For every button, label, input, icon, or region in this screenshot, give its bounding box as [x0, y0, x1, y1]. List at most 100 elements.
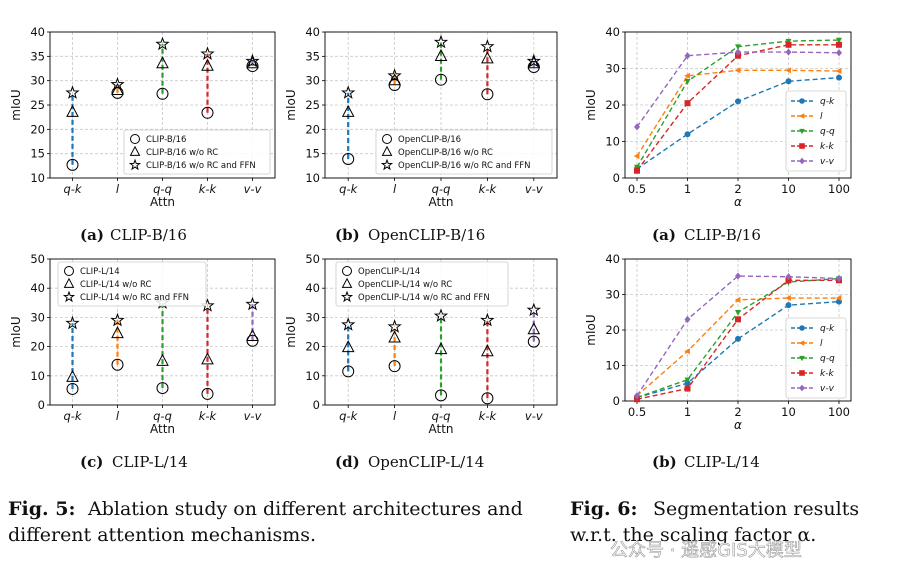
y-tick-label: 10	[305, 369, 320, 383]
point-k-k	[634, 167, 640, 174]
legend-marker-l	[798, 340, 805, 346]
y-axis-label: mIoU	[584, 314, 598, 345]
y-tick-label: 20	[605, 98, 620, 112]
point-star-v-v	[245, 53, 260, 68]
legend-marker-tri	[129, 145, 141, 156]
x-tick-label: l	[393, 182, 397, 196]
legend: OpenCLIP-B/16 OpenCLIP-B/16 w/o RC OpenCLI…	[375, 129, 553, 175]
point-tri-l	[111, 326, 124, 339]
point-circle-l	[388, 360, 401, 373]
legend-marker-v-v	[799, 157, 805, 165]
legend-label: OpenCLIP-B/16 w/o RC	[398, 148, 493, 158]
caption-e: (a) CLIP-B/16	[652, 226, 761, 244]
y-tick-label: 10	[30, 171, 45, 185]
point-l	[835, 295, 842, 302]
legend-label: q-q	[820, 127, 835, 137]
point-k-k	[684, 100, 691, 107]
point-q-k	[785, 78, 792, 85]
point-star-v-v	[526, 302, 541, 317]
point-circle-q-q	[156, 87, 169, 100]
legend: OpenCLIP-L/14 OpenCLIP-L/14 w/o RC OpenCLI…	[335, 261, 509, 307]
x-tick-label: 10	[781, 182, 796, 196]
x-tick-label: k-k	[199, 182, 218, 196]
x-tick-label: q-k	[339, 409, 358, 423]
caption-b: (b) OpenCLIP-B/16	[335, 226, 485, 244]
x-tick-label: l	[116, 409, 120, 423]
y-tick-label: 20	[605, 323, 620, 337]
point-tri-k-k	[481, 51, 494, 64]
y-tick-label: 40	[30, 25, 45, 39]
point-q-k	[735, 335, 741, 342]
point-circle-q-k	[342, 153, 355, 166]
x-tick-label: q-q	[153, 409, 172, 423]
legend-label: OpenCLIP-B/16 w/o RC and FFN	[398, 161, 530, 171]
svg-text:different attention mechanisms: different attention mechanisms.	[8, 524, 316, 546]
point-star-q-k	[65, 85, 80, 99]
svg-text:CLIP-L/14: CLIP-L/14	[684, 453, 760, 471]
x-tick-label: v-v	[244, 182, 262, 196]
point-tri-q-q	[434, 342, 448, 355]
svg-text:(c): (c)	[80, 453, 103, 471]
point-circle-k-k	[481, 88, 494, 101]
legend: q-k l q-q k-k v-v	[785, 90, 847, 172]
x-tick-label: k-k	[479, 409, 498, 423]
legend-marker-v-v	[799, 384, 805, 392]
y-tick-label: 15	[305, 147, 320, 161]
legend-box	[57, 261, 207, 307]
x-tick-label: v-v	[244, 409, 262, 423]
y-tick-label: 20	[305, 340, 320, 354]
point-star-l	[387, 319, 402, 333]
legend-marker-circle	[64, 266, 74, 276]
point-l	[684, 348, 690, 355]
y-axis-label: mIoU	[284, 316, 298, 347]
point-l	[684, 72, 690, 79]
y-tick-label: 30	[30, 74, 45, 88]
legend: CLIP-B/16 CLIP-B/16 w/o RC CLIP-B/16 w/o R…	[123, 129, 271, 175]
plot-frame	[49, 31, 276, 179]
point-tri-q-k	[341, 104, 355, 117]
x-axis-label: Attn	[428, 422, 453, 436]
y-tick-label: 0	[313, 398, 320, 412]
point-q-q	[735, 310, 741, 316]
x-tick-label: 1	[684, 405, 691, 419]
legend-box	[785, 317, 847, 399]
point-v-v	[836, 274, 842, 283]
x-tick-label: 1	[684, 182, 691, 196]
legend-label: CLIP-B/16 w/o RC	[146, 148, 218, 158]
x-axis-label: α	[734, 195, 742, 209]
point-q-q	[836, 37, 842, 44]
point-l	[734, 296, 741, 303]
point-q-q	[785, 38, 792, 45]
y-tick-label: 40	[305, 25, 320, 39]
fig5-caption: Fig. 5: Ablation study on different arch…	[8, 498, 523, 546]
point-star-q-k	[65, 315, 80, 330]
y-axis-label: mIoU	[9, 316, 23, 347]
point-tri-q-q	[156, 353, 169, 366]
x-tick-label: 100	[828, 182, 850, 196]
x-tick-label: 2	[734, 405, 741, 419]
y-tick-label: 10	[605, 359, 620, 373]
legend-label: q-q	[820, 354, 835, 364]
svg-text:Fig. 6:: Fig. 6:	[570, 498, 637, 520]
point-tri-q-k	[66, 104, 79, 117]
point-k-k	[735, 52, 741, 59]
point-circle-k-k	[481, 392, 494, 405]
y-tick-label: 30	[30, 310, 45, 324]
legend-marker-circle	[342, 266, 352, 276]
y-axis-label: mIoU	[584, 89, 598, 120]
legend-marker-tri	[341, 277, 353, 288]
plot-frame	[324, 258, 558, 406]
x-tick-label: l	[393, 409, 397, 423]
legend-marker-tri	[63, 277, 75, 288]
chart-b: 10 15 20 25 30 35 40 q-k l q-q k-k v-v mIoU Attn OpenC…	[284, 25, 558, 209]
y-tick-label: 10	[30, 369, 45, 383]
y-tick-label: 0	[613, 394, 620, 408]
legend-marker-q-q	[799, 355, 805, 362]
svg-text:OpenCLIP-L/14: OpenCLIP-L/14	[368, 453, 484, 471]
point-circle-q-k	[66, 158, 79, 171]
caption-f: (b) CLIP-L/14	[652, 453, 760, 471]
legend-marker-tri	[381, 145, 393, 156]
y-tick-label: 20	[30, 340, 45, 354]
legend-label: CLIP-B/16	[146, 135, 186, 145]
